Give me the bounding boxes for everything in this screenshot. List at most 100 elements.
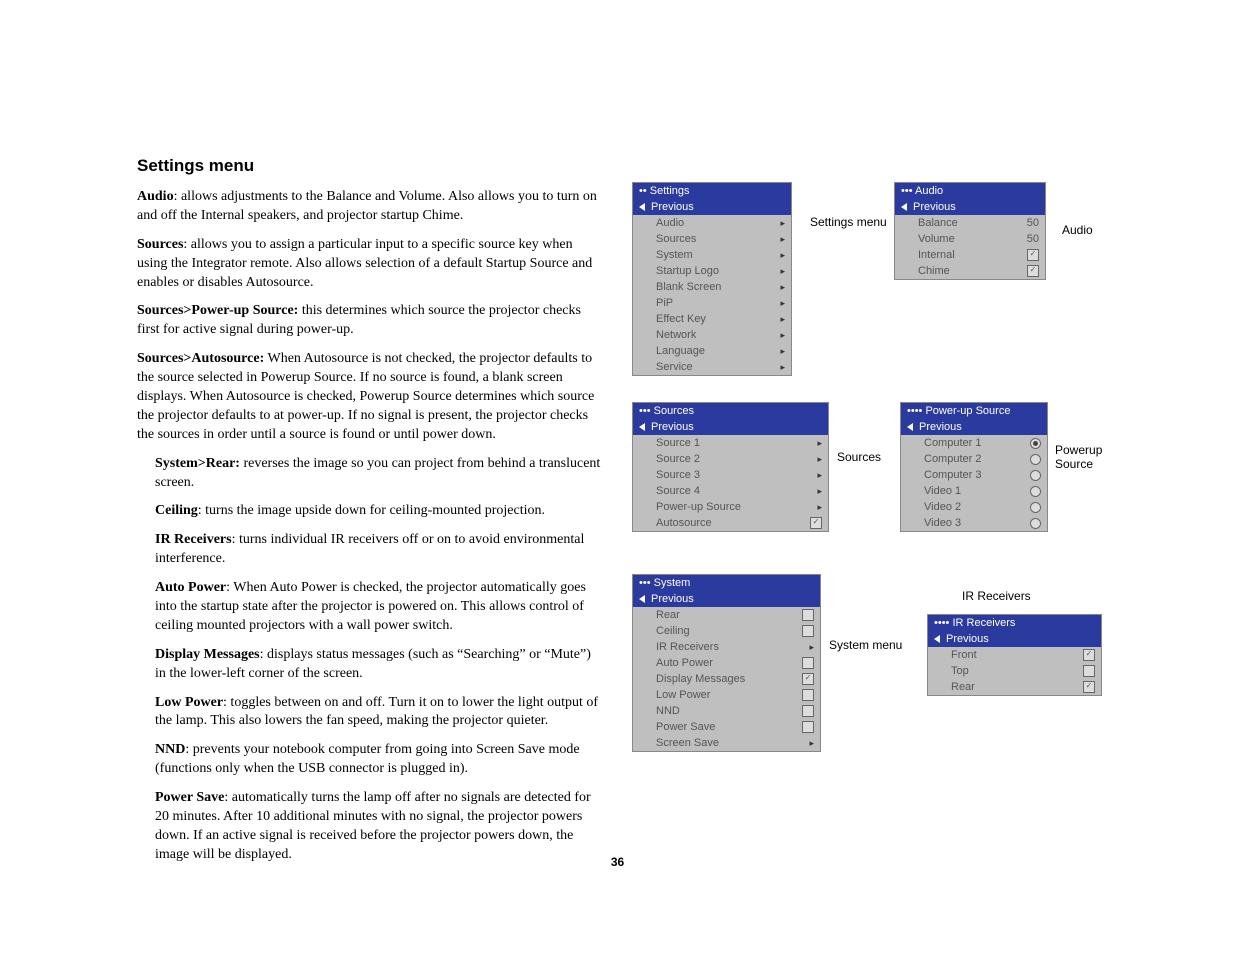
menu-icon xyxy=(901,234,914,244)
submenu-arrow-icon: ▸ xyxy=(780,346,785,357)
menu-item[interactable]: Internal✓ xyxy=(895,247,1045,263)
menu-icon xyxy=(639,266,652,276)
submenu-arrow-icon: ▸ xyxy=(817,502,822,513)
menu-item[interactable]: Power-up Source▸ xyxy=(633,499,828,515)
menu-item[interactable]: Display Messages✓ xyxy=(633,671,820,687)
menu-item[interactable]: Language▸ xyxy=(633,343,791,359)
menu-item[interactable]: Source 3▸ xyxy=(633,467,828,483)
menu-item[interactable]: Startup Logo▸ xyxy=(633,263,791,279)
menu-icon xyxy=(639,454,652,464)
checkbox-icon[interactable] xyxy=(802,721,814,733)
menu-icon xyxy=(639,234,652,244)
menu-item[interactable]: IR Receivers▸ xyxy=(633,639,820,655)
radio-icon[interactable] xyxy=(1030,486,1041,497)
powerup-menu: •••• Power-up Source Previous Computer 1… xyxy=(900,402,1048,532)
checkbox-icon[interactable]: ✓ xyxy=(1027,265,1039,277)
menu-item[interactable]: Power Save xyxy=(633,719,820,735)
menu-item[interactable]: Effect Key▸ xyxy=(633,311,791,327)
menu-item[interactable]: Rear xyxy=(633,607,820,623)
para: Sources>Autosource: When Autosource is n… xyxy=(137,350,602,444)
checkbox-icon[interactable]: ✓ xyxy=(1083,649,1095,661)
checkbox-icon[interactable]: ✓ xyxy=(1083,681,1095,693)
radio-icon[interactable] xyxy=(1030,502,1041,513)
menu-item[interactable]: Chime✓ xyxy=(895,263,1045,279)
menu-item[interactable]: Rear✓ xyxy=(928,679,1101,695)
menu-item[interactable]: Sources▸ xyxy=(633,231,791,247)
checkbox-icon[interactable] xyxy=(802,689,814,701)
checkbox-icon[interactable]: ✓ xyxy=(810,517,822,529)
menu-item[interactable]: Audio▸ xyxy=(633,215,791,231)
menu-item[interactable]: Computer 1 xyxy=(901,435,1047,451)
left-arrow-icon xyxy=(907,423,913,431)
menu-item[interactable]: Balance50 xyxy=(895,215,1045,231)
sources-menu: ••• Sources Previous Source 1▸Source 2▸S… xyxy=(632,402,829,532)
menu-item[interactable]: Front✓ xyxy=(928,647,1101,663)
menu-item[interactable]: Source 4▸ xyxy=(633,483,828,499)
menu-icon xyxy=(639,658,652,668)
menu-item[interactable]: PiP▸ xyxy=(633,295,791,311)
submenu-arrow-icon: ▸ xyxy=(780,298,785,309)
menu-icon xyxy=(901,218,914,228)
menu-item[interactable]: Autosource✓ xyxy=(633,515,828,531)
checkbox-icon[interactable]: ✓ xyxy=(802,673,814,685)
menu-icon xyxy=(639,470,652,480)
menu-item[interactable]: NND xyxy=(633,703,820,719)
checkbox-icon[interactable] xyxy=(802,705,814,717)
menu-item[interactable]: Screen Save▸ xyxy=(633,735,820,751)
menu-item[interactable]: Video 3 xyxy=(901,515,1047,531)
menu-item[interactable]: Volume50 xyxy=(895,231,1045,247)
submenu-arrow-icon: ▸ xyxy=(780,218,785,229)
checkbox-icon[interactable] xyxy=(1083,665,1095,677)
radio-icon[interactable] xyxy=(1030,470,1041,481)
checkbox-icon[interactable] xyxy=(802,657,814,669)
menu-item[interactable]: Auto Power xyxy=(633,655,820,671)
radio-icon[interactable] xyxy=(1030,438,1041,449)
menu-item[interactable]: Blank Screen▸ xyxy=(633,279,791,295)
menu-icon xyxy=(639,346,652,356)
radio-icon[interactable] xyxy=(1030,454,1041,465)
submenu-arrow-icon: ▸ xyxy=(817,438,822,449)
checkbox-icon[interactable]: ✓ xyxy=(1027,249,1039,261)
menu-item[interactable]: Top xyxy=(928,663,1101,679)
menu-title: ••• Sources xyxy=(633,403,828,419)
menu-icon xyxy=(901,250,914,260)
menu-icon xyxy=(639,518,652,528)
menu-item[interactable]: Ceiling xyxy=(633,623,820,639)
previous-row[interactable]: Previous xyxy=(633,419,828,435)
para: IR Receivers: turns individual IR receiv… xyxy=(155,531,602,569)
menu-item[interactable]: Computer 3 xyxy=(901,467,1047,483)
radio-icon[interactable] xyxy=(1030,518,1041,529)
previous-row[interactable]: Previous xyxy=(901,419,1047,435)
menu-icon xyxy=(639,610,652,620)
menu-item[interactable]: Video 2 xyxy=(901,499,1047,515)
menu-item[interactable]: Source 1▸ xyxy=(633,435,828,451)
menu-item[interactable]: Video 1 xyxy=(901,483,1047,499)
menu-icon xyxy=(639,250,652,260)
menu-title: ••• System xyxy=(633,575,820,591)
previous-row[interactable]: Previous xyxy=(928,631,1101,647)
submenu-arrow-icon: ▸ xyxy=(809,642,814,653)
menu-item[interactable]: Source 2▸ xyxy=(633,451,828,467)
menu-item[interactable]: Computer 2 xyxy=(901,451,1047,467)
submenu-arrow-icon: ▸ xyxy=(780,250,785,261)
menu-item[interactable]: Service▸ xyxy=(633,359,791,375)
audio-label: Audio xyxy=(1062,223,1093,237)
menu-icon xyxy=(907,454,920,464)
previous-row[interactable]: Previous xyxy=(895,199,1045,215)
menu-item[interactable]: Network▸ xyxy=(633,327,791,343)
menu-icon xyxy=(639,314,652,324)
menu-icon xyxy=(639,626,652,636)
para: Sources>Power-up Source: this determines… xyxy=(137,302,602,340)
menu-item[interactable]: Low Power xyxy=(633,687,820,703)
menu-icon xyxy=(907,470,920,480)
para: Audio: allows adjustments to the Balance… xyxy=(137,188,602,226)
checkbox-icon[interactable] xyxy=(802,609,814,621)
previous-row[interactable]: Previous xyxy=(633,591,820,607)
menu-icon xyxy=(639,486,652,496)
menu-icon xyxy=(907,502,920,512)
previous-row[interactable]: Previous xyxy=(633,199,791,215)
left-arrow-icon xyxy=(901,203,907,211)
checkbox-icon[interactable] xyxy=(802,625,814,637)
menu-icon xyxy=(639,218,652,228)
menu-item[interactable]: System▸ xyxy=(633,247,791,263)
